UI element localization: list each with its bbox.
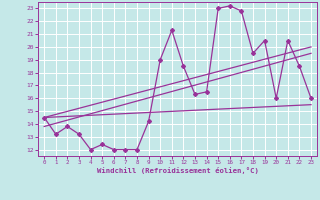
X-axis label: Windchill (Refroidissement éolien,°C): Windchill (Refroidissement éolien,°C) bbox=[97, 167, 259, 174]
